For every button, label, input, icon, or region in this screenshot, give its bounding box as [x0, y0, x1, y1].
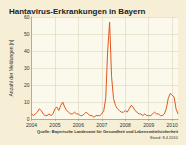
svg-text:2009: 2009: [143, 122, 154, 128]
svg-text:2008: 2008: [120, 122, 131, 128]
svg-text:Stand: 8.4.2010: Stand: 8.4.2010: [150, 135, 179, 140]
svg-text:50: 50: [24, 31, 30, 37]
svg-text:Anzahl der Meldungen [n]: Anzahl der Meldungen [n]: [8, 39, 14, 97]
svg-text:Quelle: Bayerische Landesamt f: Quelle: Bayerische Landesamt für Gesundh…: [37, 129, 179, 134]
svg-text:Hantavirus-Erkrankungen in Bay: Hantavirus-Erkrankungen in Bayern: [9, 7, 146, 16]
svg-text:10: 10: [24, 99, 30, 105]
svg-text:2004: 2004: [26, 122, 37, 128]
svg-text:30: 30: [24, 65, 30, 71]
svg-text:0: 0: [26, 116, 30, 122]
svg-text:2010: 2010: [167, 122, 178, 128]
svg-text:20: 20: [24, 82, 30, 88]
svg-text:40: 40: [24, 48, 30, 54]
svg-text:2005: 2005: [49, 122, 60, 128]
svg-text:2007: 2007: [96, 122, 107, 128]
svg-text:60: 60: [23, 14, 30, 20]
svg-text:2006: 2006: [73, 122, 84, 128]
